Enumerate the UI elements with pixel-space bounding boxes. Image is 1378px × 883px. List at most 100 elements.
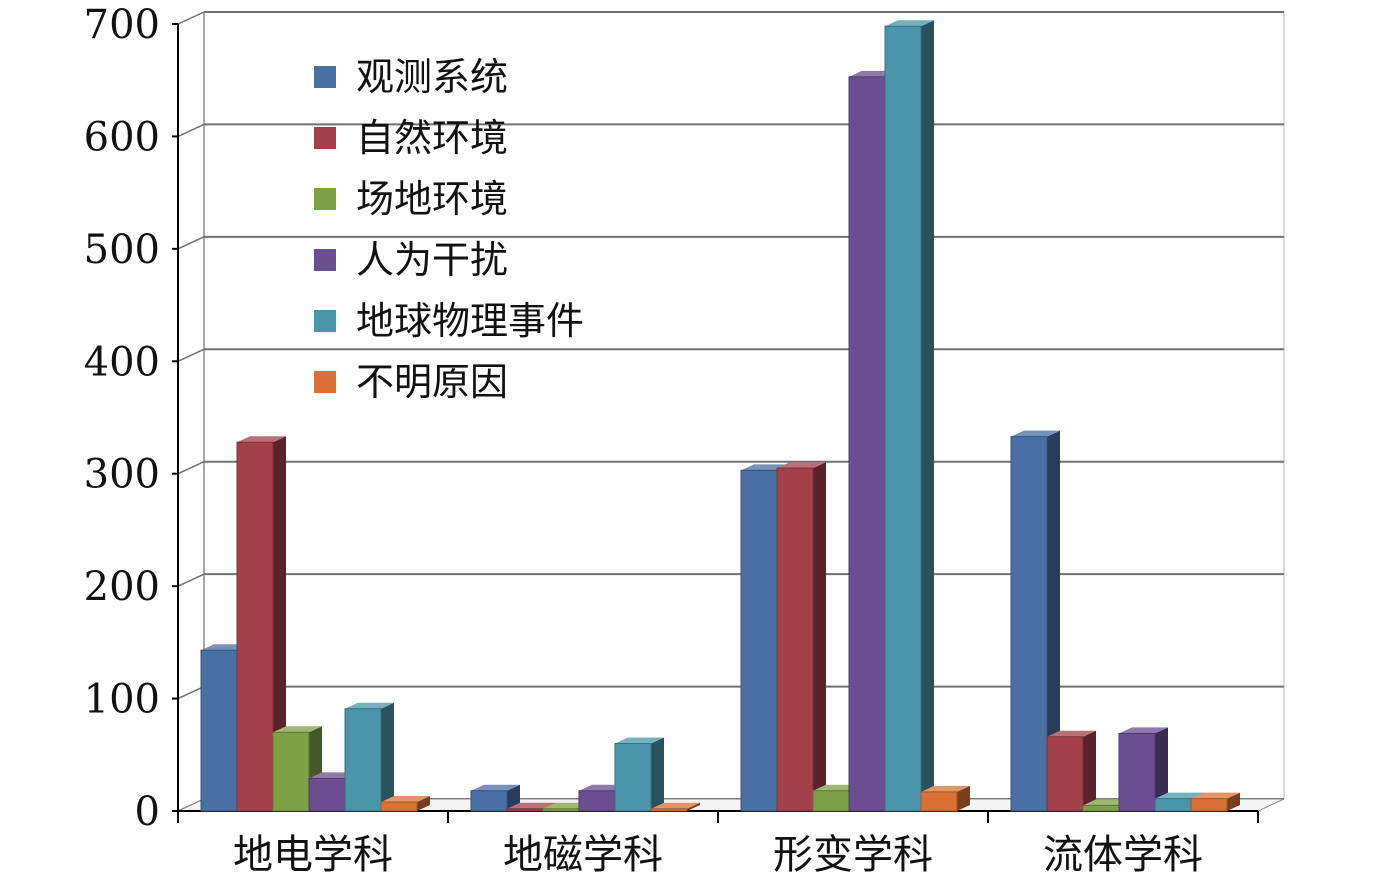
legend-item: 场地环境: [314, 177, 508, 221]
bar: [344, 702, 394, 812]
bar-top: [1191, 792, 1240, 799]
bar-side: [1083, 730, 1096, 811]
y-tick-label: 100: [84, 677, 160, 723]
x-tick-label: 形变学科: [773, 832, 933, 878]
bar: [884, 20, 934, 812]
legend-label: 观测系统: [356, 55, 508, 99]
gridline-slant: [177, 461, 205, 475]
bar-side: [381, 702, 394, 811]
legend-item: 观测系统: [314, 55, 508, 99]
legend-swatch: [314, 188, 336, 210]
bar-front: [1190, 798, 1228, 812]
bar-front: [884, 25, 922, 812]
bar-top: [921, 785, 970, 792]
bar-front: [272, 731, 310, 812]
bar-top: [1155, 792, 1204, 799]
bar-top: [237, 436, 286, 443]
bar-top: [345, 702, 394, 709]
y-tick-label: 600: [84, 114, 160, 160]
bar: [614, 737, 664, 812]
bar-top: [1011, 430, 1060, 437]
bar: [776, 462, 826, 812]
legend-item: 地球物理事件: [314, 299, 584, 343]
tick-labels: 0 100 200 300 400 500 600 700 地电学科 地磁学科 形变学科 流体学科: [84, 2, 1203, 878]
bar-front: [812, 790, 850, 812]
bar-front: [344, 708, 382, 812]
gridlines: [177, 11, 1285, 812]
bar-top: [651, 802, 700, 809]
bar-front: [848, 76, 886, 812]
bar-front: [1154, 798, 1192, 812]
legend-item: 自然环境: [314, 116, 508, 160]
bar: [470, 784, 520, 812]
bar: [1046, 730, 1096, 812]
bar-front: [920, 791, 958, 812]
legend-swatch: [314, 127, 336, 149]
legend-swatch: [314, 310, 336, 332]
bar-front: [380, 801, 418, 812]
y-tick-label: 500: [84, 227, 160, 273]
gridline-slant: [177, 123, 205, 138]
legend-label: 场地环境: [356, 177, 508, 221]
bar-side: [921, 20, 934, 811]
bar-front: [1082, 804, 1120, 812]
legend-label: 人为干扰: [356, 238, 508, 282]
bar-front: [470, 790, 508, 812]
legend-label: 自然环境: [356, 116, 508, 160]
bar-front: [236, 441, 274, 812]
bar-side: [1227, 792, 1240, 811]
bar-front: [776, 467, 814, 812]
bar-top: [615, 737, 664, 744]
bar-side: [273, 436, 286, 811]
bar-top: [273, 726, 322, 733]
bar-front: [1046, 736, 1084, 812]
gridline-slant: [177, 685, 205, 700]
gridline-slant: [177, 236, 205, 250]
bar-front: [506, 808, 544, 812]
bar-side: [813, 462, 826, 811]
bar-side: [1047, 430, 1060, 811]
y-tick-label: 400: [84, 339, 160, 385]
bar-front: [200, 649, 238, 812]
legend-item: 人为干扰: [314, 238, 508, 282]
bar: [1190, 792, 1240, 812]
legend-swatch: [314, 249, 336, 271]
bar-front: [1010, 436, 1048, 812]
bar-side: [687, 802, 700, 811]
bar-side: [957, 785, 970, 811]
bar-top: [885, 20, 934, 27]
bar-top: [777, 462, 826, 469]
bar-side: [651, 737, 664, 811]
legend-label: 不明原因: [356, 360, 508, 404]
bar: [650, 802, 700, 812]
bar-top: [381, 796, 430, 803]
bar-front: [1118, 732, 1156, 812]
bar-top: [1047, 730, 1096, 737]
axes: [172, 23, 1285, 823]
bar: [920, 785, 970, 812]
x-tick-label: 地电学科: [233, 832, 393, 878]
x-tick-label: 地磁学科: [503, 832, 663, 878]
bar-front: [578, 790, 616, 812]
legend-swatch: [314, 371, 336, 393]
y-tick-label: 300: [84, 452, 160, 498]
bar: [1118, 727, 1168, 812]
y-tick-label: 700: [84, 2, 160, 48]
gridline-slant: [177, 11, 205, 25]
bars: [200, 20, 1240, 812]
gridline-slant: [177, 348, 205, 362]
y-tick-label: 200: [84, 564, 160, 610]
bar: [236, 436, 286, 812]
y-tick-label: 0: [135, 789, 160, 835]
bar-front: [614, 743, 652, 812]
bar-front: [740, 469, 778, 812]
bar: [1010, 430, 1060, 812]
legend-swatch: [314, 66, 336, 88]
bar-side: [1155, 727, 1168, 811]
bar: [380, 796, 430, 812]
bar-front: [308, 777, 346, 812]
bar-top: [471, 784, 520, 791]
